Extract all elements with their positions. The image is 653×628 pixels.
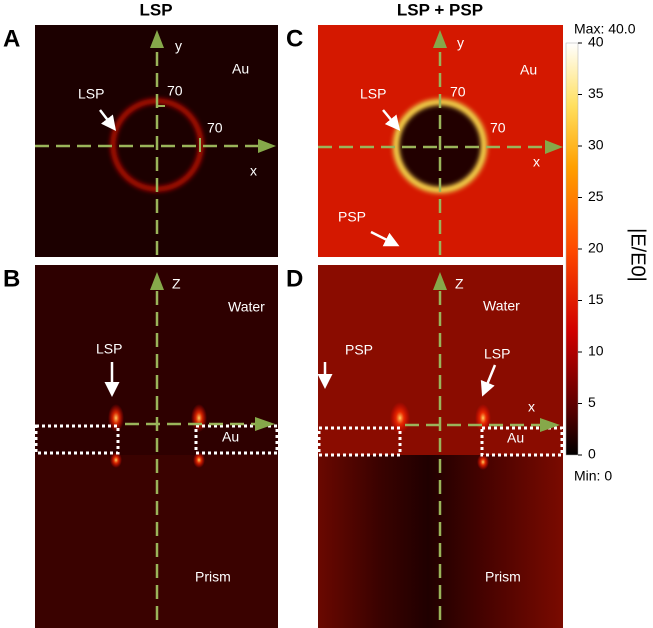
panel-letter: D — [286, 265, 303, 292]
panel-letter: B — [3, 265, 20, 292]
label: 70 — [450, 84, 466, 100]
colorbar-tick-label: 20 — [588, 240, 604, 256]
colorbar-tick-label: 0 — [588, 446, 596, 462]
label: Au — [222, 429, 239, 445]
axis-label: y — [175, 38, 182, 54]
label: Au — [507, 430, 524, 446]
label: Prism — [195, 569, 231, 585]
panel-b — [34, 265, 279, 628]
colorbar-tick-label: 10 — [588, 343, 604, 359]
axis-label: Z — [455, 276, 464, 292]
panel-letter: C — [286, 25, 303, 52]
panel-letter: A — [3, 25, 20, 52]
panel-d — [317, 265, 564, 628]
colorbar-tick-label: 15 — [588, 291, 604, 307]
label: LSP — [96, 341, 122, 357]
label: LSP — [360, 86, 386, 102]
colorbar-label: |E/E0| — [627, 228, 649, 282]
colorbar-max: Max: 40.0 — [574, 21, 636, 37]
colorbar-tick-label: 5 — [588, 394, 596, 410]
axis-label: x — [250, 163, 257, 179]
label: Water — [228, 299, 265, 315]
column-title: LSP — [139, 0, 172, 19]
axis-label: y — [457, 35, 464, 51]
label: 70 — [490, 120, 506, 136]
panel-c — [318, 25, 563, 257]
axis-label: x — [533, 154, 540, 170]
label: LSP — [484, 346, 510, 362]
label: Prism — [485, 569, 521, 585]
colorbar — [565, 42, 579, 456]
label: Au — [232, 61, 249, 77]
axis-label: x — [528, 399, 535, 415]
axis-label: Z — [172, 276, 181, 292]
label: Water — [483, 298, 520, 314]
colorbar-tick-label: 35 — [588, 85, 604, 101]
label: PSP — [338, 209, 366, 225]
panel-a — [35, 25, 278, 257]
label: 70 — [167, 83, 183, 99]
colorbar-tick-label: 30 — [588, 137, 604, 153]
colorbar-min: Min: 0 — [574, 468, 612, 484]
label: Au — [520, 62, 537, 78]
colorbar-tick-label: 25 — [588, 188, 604, 204]
column-title: LSP + PSP — [397, 0, 483, 19]
label: 70 — [207, 120, 223, 136]
label: PSP — [345, 342, 373, 358]
colorbar-tick-label: 40 — [588, 34, 604, 50]
label: LSP — [78, 86, 104, 102]
